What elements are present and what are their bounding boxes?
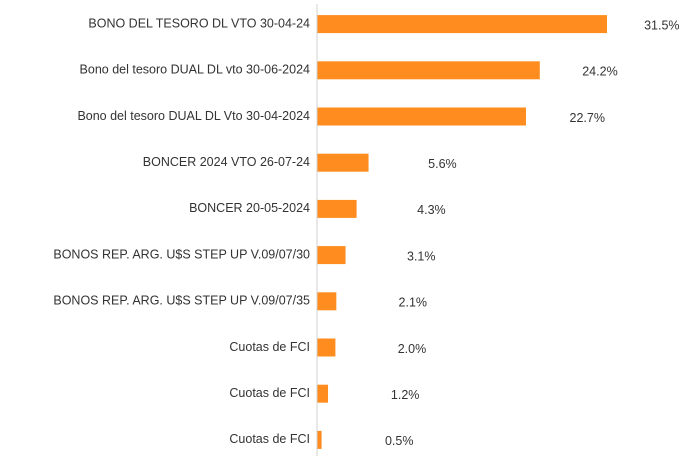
y-tick-label: Bono del tesoro DUAL DL vto 30-06-2024 [80, 63, 311, 77]
data-label: 2.1% [399, 296, 428, 310]
data-label: 5.6% [428, 157, 457, 171]
y-tick-label: BONCER 2024 VTO 26-07-24 [143, 155, 310, 169]
data-label: 4.3% [417, 203, 446, 217]
y-tick-label: BONOS REP. ARG. U$S STEP UP V.09/07/30 [53, 247, 310, 261]
y-tick-label: Cuotas de FCI [229, 386, 310, 400]
data-label: 3.1% [407, 249, 436, 263]
bar [317, 153, 369, 172]
data-label: 24.2% [582, 65, 617, 79]
y-tick-label: BONCER 20-05-2024 [189, 201, 310, 215]
y-tick-label: Cuotas de FCI [229, 432, 310, 446]
data-label: 0.5% [385, 434, 414, 448]
y-tick-label: Cuotas de FCI [229, 340, 310, 354]
bar [317, 292, 337, 311]
bar [317, 199, 357, 218]
data-label: 1.2% [391, 388, 420, 402]
bar [317, 430, 322, 449]
y-tick-label: Bono del tesoro DUAL DL Vto 30-04-2024 [77, 109, 310, 123]
y-tick-label: BONOS REP. ARG. U$S STEP UP V.09/07/35 [53, 294, 310, 308]
bar [317, 338, 336, 357]
bar [317, 107, 526, 126]
bar [317, 246, 346, 265]
y-tick-label: BONO DEL TESORO DL VTO 30-04-24 [88, 16, 310, 30]
data-label: 2.0% [398, 342, 427, 356]
bar [317, 15, 607, 34]
bar [317, 61, 540, 80]
data-label: 31.5% [644, 18, 679, 32]
data-label: 22.7% [570, 111, 605, 125]
bar [317, 384, 329, 403]
